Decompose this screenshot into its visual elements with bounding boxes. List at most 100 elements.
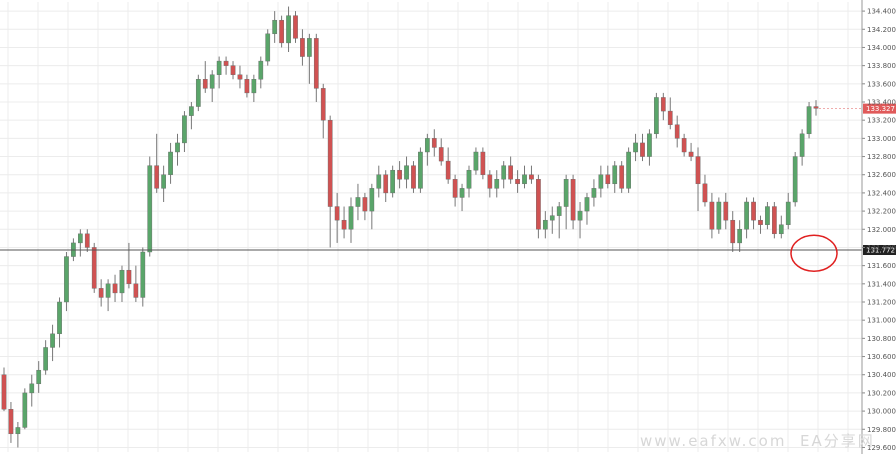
candle-body-down [723, 201, 729, 221]
candle-body-up [209, 74, 215, 89]
candle [591, 179, 597, 207]
candle [189, 102, 194, 130]
candle-body-up [765, 206, 770, 225]
candle [133, 265, 139, 302]
candle [813, 100, 819, 116]
level-price-box [863, 245, 896, 255]
candle-body-down [84, 233, 90, 248]
candle [182, 111, 187, 152]
candle [175, 133, 180, 166]
candle-body-up [598, 174, 604, 189]
candle-body-up [77, 233, 83, 244]
candle [487, 170, 493, 198]
candle [77, 229, 83, 257]
candle [147, 156, 153, 257]
candle [50, 324, 55, 362]
y-tick-label: 130.200 [867, 389, 896, 397]
candle [112, 274, 118, 302]
candle [723, 192, 729, 230]
candle [300, 29, 305, 66]
candle [473, 147, 479, 175]
candle-body-up [584, 197, 590, 212]
candle-body-up [806, 106, 812, 135]
candle-body-down [480, 151, 486, 175]
candle-body-up [473, 151, 479, 171]
candle [251, 74, 257, 102]
candle-body-up [612, 165, 618, 185]
candle-body-down [487, 174, 493, 189]
candle [660, 92, 666, 121]
candle [383, 170, 389, 202]
candle-body-up [459, 188, 465, 198]
candle-body-up [43, 347, 48, 371]
y-tick-label: 134.400 [867, 8, 896, 16]
y-tick-label: 131.000 [867, 317, 896, 325]
candle-body-down [279, 19, 284, 44]
y-tick-label: 133.400 [867, 99, 896, 107]
candle [452, 174, 458, 207]
y-tick-label: 130.000 [867, 408, 896, 416]
y-tick-label: 132.600 [867, 171, 896, 179]
candle [272, 11, 278, 43]
candle-body-down [300, 38, 305, 57]
candle-body-up [161, 174, 166, 189]
candle-body-down [154, 165, 160, 189]
candle-body-down [452, 179, 458, 198]
candle [258, 56, 264, 89]
candle-body-down [431, 138, 437, 148]
y-tick-label: 133.200 [867, 117, 896, 125]
overlay-layer: 131.772 133.327 [0, 103, 896, 273]
candle [202, 61, 208, 93]
candle [244, 74, 250, 98]
candle-body-up [549, 215, 555, 221]
candle-layer [1, 6, 819, 448]
candle [792, 152, 798, 207]
candle-body-up [105, 283, 111, 298]
y-tick-label: 133.600 [867, 80, 896, 88]
candle-body-up [376, 174, 382, 189]
current-price-label: 133.327 [866, 105, 895, 113]
candle [237, 65, 243, 89]
candle [466, 165, 472, 198]
candle [737, 220, 743, 252]
candle [195, 74, 201, 112]
candle [508, 156, 513, 184]
candle-body-down [202, 79, 208, 89]
candle [633, 133, 638, 162]
highlight-circle [790, 234, 838, 273]
candle-body-down [695, 156, 701, 185]
y-tick-label: 131.200 [867, 299, 896, 307]
candle [702, 174, 708, 207]
candle [445, 147, 451, 184]
candle [494, 170, 500, 198]
candle [390, 165, 396, 198]
candle-body-up [522, 174, 527, 185]
candle-body-up [654, 97, 659, 135]
candle-body-down [133, 283, 139, 298]
candle-body-down [293, 15, 298, 39]
candle-body-up [542, 219, 548, 230]
candle-body-down [813, 106, 819, 109]
candle-body-up [647, 133, 652, 157]
candle-body-down [244, 79, 250, 94]
candle [84, 229, 90, 252]
candle-body-up [64, 256, 69, 303]
candle [431, 129, 437, 157]
candle-body-up [355, 197, 361, 207]
candle-body-down [112, 283, 118, 294]
y-tick-label: 132.400 [867, 189, 896, 197]
candle-body-up [494, 179, 500, 189]
candle-body-up [57, 301, 62, 335]
candle [716, 197, 722, 234]
candle [209, 70, 215, 102]
candle-body-up [140, 251, 146, 298]
candle-body-up [307, 38, 312, 57]
candle-body-down [411, 165, 416, 189]
candle [154, 133, 160, 193]
candle [341, 206, 347, 239]
candle [619, 161, 625, 193]
candle-body-up [272, 19, 278, 35]
candle-body-down [8, 409, 14, 435]
candle-body-down [536, 179, 541, 230]
candle-body-up [147, 165, 153, 253]
